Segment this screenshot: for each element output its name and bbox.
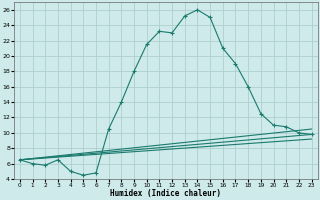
X-axis label: Humidex (Indice chaleur): Humidex (Indice chaleur) (110, 189, 221, 198)
